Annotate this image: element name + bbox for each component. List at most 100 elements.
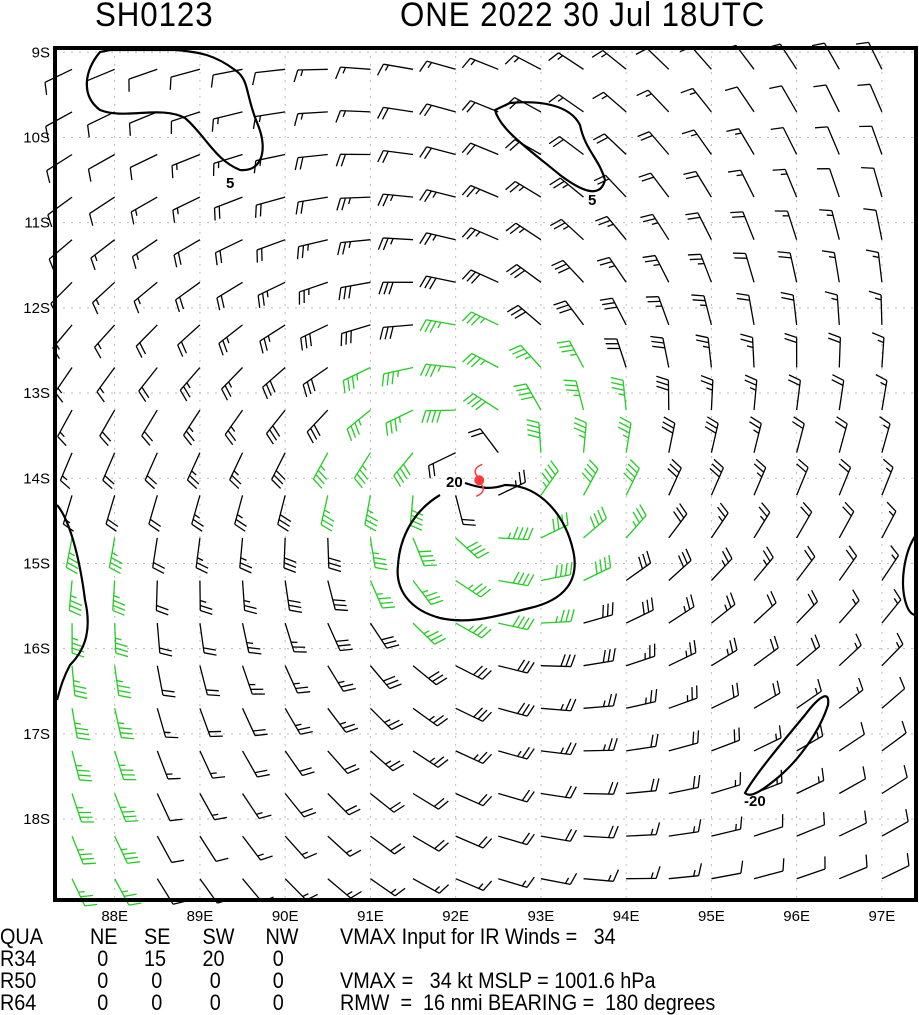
wind-barb [771, 128, 797, 155]
wind-barb [726, 129, 754, 155]
wind-barb [60, 453, 72, 489]
wind-barb [200, 623, 217, 655]
wind-barb [696, 335, 712, 367]
wind-barb [212, 112, 242, 132]
table-cell: 20 [203, 948, 225, 970]
wind-barb [541, 829, 577, 841]
wind-barb [337, 197, 371, 210]
wind-barb [97, 368, 115, 403]
wind-barb [215, 197, 243, 220]
wind-barb [711, 593, 734, 624]
wind-barb [225, 410, 242, 445]
wind-barb [93, 282, 115, 314]
wind-barb [338, 240, 371, 255]
table-header: QUA [0, 926, 43, 948]
wind-barb [456, 836, 492, 848]
wind-barb [378, 107, 413, 119]
table-header: NW [266, 926, 299, 948]
wind-barb [839, 855, 867, 879]
wind-barb [394, 453, 413, 487]
wind-barb [611, 378, 626, 411]
wind-barb [328, 581, 348, 611]
wind-barb [584, 694, 617, 709]
wind-barb [295, 112, 328, 126]
wind-barb [711, 861, 742, 879]
wind-barb [600, 298, 626, 325]
wind-barb [462, 270, 498, 283]
wind-barb [129, 69, 157, 91]
wind-barb [339, 282, 370, 300]
wind-barb [736, 294, 754, 325]
wind-barb [819, 210, 839, 240]
contour-20-southeast [745, 696, 828, 794]
wind-barb [745, 375, 757, 410]
wind-barb [370, 581, 395, 609]
wind-barb [115, 794, 139, 822]
wind-barb [285, 581, 302, 613]
lon-label: 96E [783, 908, 810, 925]
wind-barb [778, 252, 797, 283]
wind-barb [294, 69, 328, 82]
wind-barb [662, 417, 675, 453]
lon-label: 88E [101, 908, 128, 925]
wind-barb [669, 863, 702, 878]
wind-barb [754, 547, 773, 581]
wind-barb [498, 527, 533, 540]
row-label: R64 [0, 992, 36, 1014]
lon-label: 92E [442, 908, 469, 925]
wind-barb [541, 699, 576, 711]
wind-barb [462, 58, 498, 69]
lat-label: 14S [23, 470, 50, 487]
wind-barb [514, 384, 541, 410]
wind-barb [594, 175, 626, 197]
wind-barb [705, 417, 718, 453]
wind-barb [754, 814, 783, 836]
wind-barb [413, 751, 448, 767]
wind-barb [456, 708, 492, 721]
wind-barb [343, 368, 370, 394]
wind-barb [157, 708, 178, 737]
wind-barb [754, 591, 776, 623]
wind-barb [72, 666, 87, 699]
wind-barb [498, 877, 534, 887]
table-cell: 0 [273, 948, 284, 970]
wind-barb [725, 87, 754, 112]
wind-barb [832, 375, 844, 410]
lon-label: 91E [357, 908, 384, 925]
wind-barb [115, 708, 134, 738]
wind-barb [243, 751, 270, 777]
wind-barb [839, 811, 866, 837]
wind-barb [115, 836, 140, 863]
wind-barb [541, 609, 574, 623]
wind-barb [584, 738, 618, 751]
wind-barb [72, 751, 92, 781]
wind-barb [222, 368, 243, 401]
wind-barb [626, 866, 660, 878]
wind-barb [592, 51, 626, 70]
wind-barb [643, 256, 669, 283]
wind-barb [95, 325, 115, 358]
wind-barb [797, 812, 825, 836]
wind-barb [797, 679, 822, 708]
wind-barb [626, 505, 646, 538]
table-cell: 15 [144, 948, 166, 970]
wind-barb [584, 870, 619, 882]
wind-barb [839, 634, 861, 666]
wind-barb [157, 751, 180, 779]
wind-barb [506, 265, 541, 283]
wind-barb [180, 368, 200, 402]
wind-barb [462, 228, 498, 240]
wind-barb [130, 112, 158, 136]
wind-barb [754, 503, 770, 538]
wind-barb [72, 708, 90, 739]
table-cell: 0 [151, 992, 162, 1014]
wind-barb [157, 794, 182, 821]
wind-barb [541, 742, 576, 754]
wind-barb [669, 685, 697, 708]
vmax-mslp: VMAX = 34 kt MSLP = 1001.6 hPa [340, 970, 656, 992]
wind-barb [775, 211, 797, 240]
wind-barb [638, 132, 669, 155]
table-header: SW [203, 926, 235, 948]
wind-barb [584, 782, 618, 794]
wind-barb [200, 794, 227, 820]
